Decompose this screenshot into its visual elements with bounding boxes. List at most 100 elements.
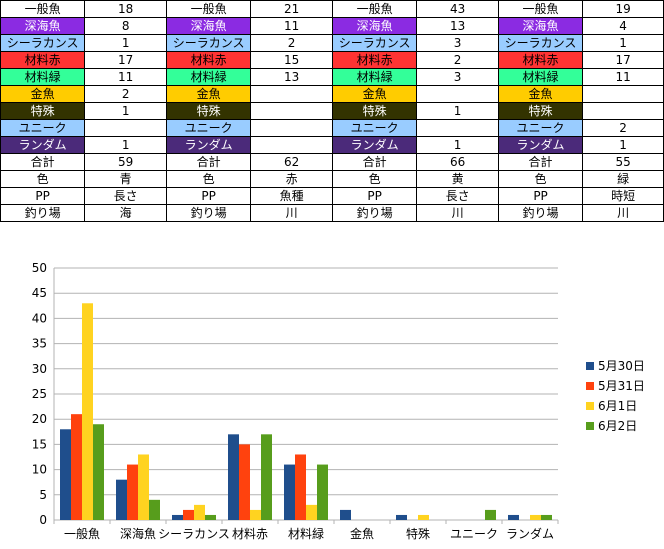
value-cell[interactable]: 2	[84, 85, 167, 103]
category-cell[interactable]: 合計	[497, 153, 584, 171]
category-cell[interactable]: PP	[0, 187, 86, 205]
category-cell[interactable]: 特殊	[331, 102, 418, 120]
value-cell[interactable]: 55	[582, 153, 664, 171]
value-cell[interactable]: 黄	[416, 170, 499, 188]
category-cell[interactable]: 金魚	[331, 85, 418, 103]
category-cell[interactable]: 合計	[165, 153, 252, 171]
category-cell[interactable]: ユニーク	[497, 119, 584, 137]
value-cell[interactable]: 15	[250, 51, 333, 69]
category-cell[interactable]: 特殊	[497, 102, 584, 120]
value-cell[interactable]: 21	[250, 0, 333, 18]
value-cell[interactable]: 川	[416, 204, 499, 222]
category-cell[interactable]: 一般魚	[497, 0, 584, 18]
category-cell[interactable]: 特殊	[0, 102, 86, 120]
value-cell[interactable]	[582, 85, 664, 103]
category-cell[interactable]: ランダム	[0, 136, 86, 154]
category-cell[interactable]: 釣り場	[165, 204, 252, 222]
value-cell[interactable]: 11	[582, 68, 664, 86]
category-cell[interactable]: 一般魚	[331, 0, 418, 18]
category-cell[interactable]: 材料赤	[165, 51, 252, 69]
category-cell[interactable]: ユニーク	[165, 119, 252, 137]
category-cell[interactable]: 金魚	[0, 85, 86, 103]
value-cell[interactable]: 1	[416, 136, 499, 154]
value-cell[interactable]: 59	[84, 153, 167, 171]
category-cell[interactable]: 釣り場	[497, 204, 584, 222]
category-cell[interactable]: 色	[497, 170, 584, 188]
value-cell[interactable]: 1	[84, 136, 167, 154]
value-cell[interactable]: 4	[582, 17, 664, 35]
value-cell[interactable]: 1	[84, 102, 167, 120]
value-cell[interactable]: 1	[582, 34, 664, 52]
value-cell[interactable]: 長さ	[416, 187, 499, 205]
value-cell[interactable]	[582, 102, 664, 120]
category-cell[interactable]: 材料赤	[497, 51, 584, 69]
category-cell[interactable]: 材料緑	[0, 68, 86, 86]
category-cell[interactable]: ユニーク	[0, 119, 86, 137]
category-cell[interactable]: 特殊	[165, 102, 252, 120]
category-cell[interactable]: 金魚	[165, 85, 252, 103]
value-cell[interactable]: 海	[84, 204, 167, 222]
category-cell[interactable]: ランダム	[331, 136, 418, 154]
value-cell[interactable]: 13	[416, 17, 499, 35]
value-cell[interactable]: 魚種	[250, 187, 333, 205]
value-cell[interactable]	[416, 85, 499, 103]
category-cell[interactable]: PP	[497, 187, 584, 205]
category-cell[interactable]: 深海魚	[331, 17, 418, 35]
value-cell[interactable]: 緑	[582, 170, 664, 188]
value-cell[interactable]: 2	[582, 119, 664, 137]
category-cell[interactable]: シーラカンス	[0, 34, 86, 52]
value-cell[interactable]: 17	[84, 51, 167, 69]
value-cell[interactable]: 43	[416, 0, 499, 18]
value-cell[interactable]	[250, 102, 333, 120]
value-cell[interactable]: 17	[582, 51, 664, 69]
value-cell[interactable]	[84, 119, 167, 137]
category-cell[interactable]: 釣り場	[0, 204, 86, 222]
category-cell[interactable]: ランダム	[165, 136, 252, 154]
value-cell[interactable]: 8	[84, 17, 167, 35]
category-cell[interactable]: PP	[165, 187, 252, 205]
category-cell[interactable]: シーラカンス	[331, 34, 418, 52]
category-cell[interactable]: 深海魚	[165, 17, 252, 35]
category-cell[interactable]: 材料赤	[331, 51, 418, 69]
category-cell[interactable]: シーラカンス	[165, 34, 252, 52]
category-cell[interactable]: 合計	[0, 153, 86, 171]
value-cell[interactable]: 1	[416, 102, 499, 120]
category-cell[interactable]: 一般魚	[165, 0, 252, 18]
category-cell[interactable]: 材料赤	[0, 51, 86, 69]
category-cell[interactable]: 一般魚	[0, 0, 86, 18]
value-cell[interactable]: 62	[250, 153, 333, 171]
value-cell[interactable]	[250, 136, 333, 154]
value-cell[interactable]: 3	[416, 34, 499, 52]
value-cell[interactable]	[250, 119, 333, 137]
category-cell[interactable]: 色	[0, 170, 86, 188]
value-cell[interactable]: 11	[84, 68, 167, 86]
category-cell[interactable]: 深海魚	[0, 17, 86, 35]
value-cell[interactable]: 19	[582, 0, 664, 18]
value-cell[interactable]: 3	[416, 68, 499, 86]
category-cell[interactable]: 合計	[331, 153, 418, 171]
category-cell[interactable]: シーラカンス	[497, 34, 584, 52]
value-cell[interactable]: 青	[84, 170, 167, 188]
category-cell[interactable]: 釣り場	[331, 204, 418, 222]
value-cell[interactable]: 長さ	[84, 187, 167, 205]
category-cell[interactable]: 深海魚	[497, 17, 584, 35]
value-cell[interactable]: 2	[250, 34, 333, 52]
value-cell[interactable]: 時短	[582, 187, 664, 205]
value-cell[interactable]: 11	[250, 17, 333, 35]
value-cell[interactable]: 18	[84, 0, 167, 18]
value-cell[interactable]: 13	[250, 68, 333, 86]
category-cell[interactable]: ユニーク	[331, 119, 418, 137]
category-cell[interactable]: 金魚	[497, 85, 584, 103]
value-cell[interactable]: 赤	[250, 170, 333, 188]
category-cell[interactable]: 材料緑	[331, 68, 418, 86]
value-cell[interactable]: 1	[84, 34, 167, 52]
category-cell[interactable]: 材料緑	[165, 68, 252, 86]
category-cell[interactable]: 色	[331, 170, 418, 188]
value-cell[interactable]: 2	[416, 51, 499, 69]
value-cell[interactable]: 1	[582, 136, 664, 154]
value-cell[interactable]	[250, 85, 333, 103]
value-cell[interactable]: 川	[582, 204, 664, 222]
category-cell[interactable]: 材料緑	[497, 68, 584, 86]
category-cell[interactable]: ランダム	[497, 136, 584, 154]
value-cell[interactable]	[416, 119, 499, 137]
